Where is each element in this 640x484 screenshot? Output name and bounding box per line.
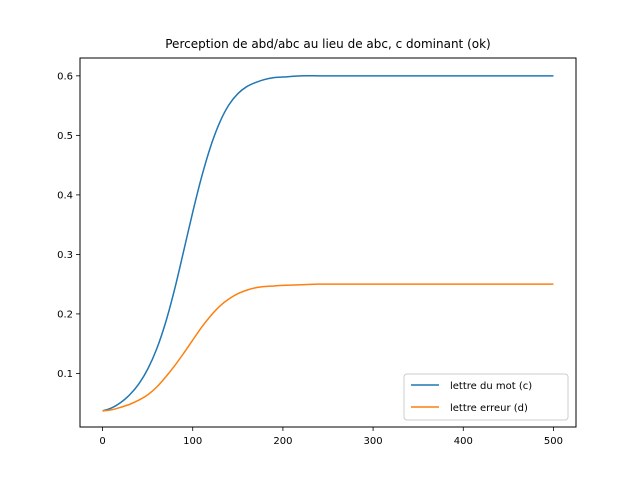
x-tick-label: 200 <box>273 436 292 447</box>
y-tick-label: 0.3 <box>57 250 73 261</box>
x-tick-label: 300 <box>364 436 383 447</box>
y-tick-label: 0.4 <box>57 190 73 201</box>
legend-box <box>403 373 569 421</box>
series-line-2 <box>102 283 554 412</box>
y-tick-label: 0.6 <box>57 71 73 82</box>
legend-label-series-1: lettre du mot (c) <box>450 381 532 392</box>
plot-area <box>79 57 577 428</box>
y-tick-label: 0.1 <box>57 369 73 380</box>
chart-title: Perception de abd/abc au lieu de abc, c … <box>165 37 490 51</box>
x-axis: 0 100 200 300 400 500 <box>99 427 563 447</box>
x-tick-label: 100 <box>183 436 202 447</box>
y-tick-label: 0.2 <box>57 309 73 320</box>
legend-label-series-2: lettre erreur (d) <box>450 403 528 414</box>
legend: lettre du mot (c) lettre erreur (d) <box>403 373 569 421</box>
y-tick-label: 0.5 <box>57 131 73 142</box>
series-line-1 <box>102 75 554 412</box>
x-tick-label: 400 <box>454 436 473 447</box>
axes-frame <box>79 57 577 428</box>
series-layer <box>102 75 554 412</box>
x-tick-label: 500 <box>544 436 563 447</box>
x-tick-label: 0 <box>99 436 105 447</box>
y-axis: 0.1 0.2 0.3 0.4 0.5 0.6 <box>57 71 80 380</box>
